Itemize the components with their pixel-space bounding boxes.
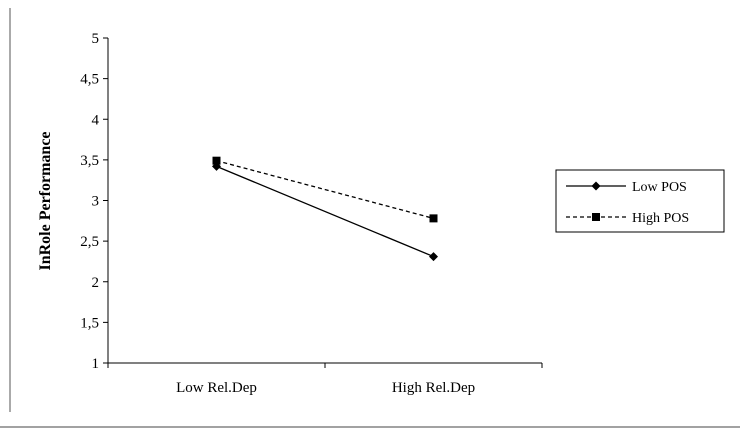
x-tick-label: Low Rel.Dep: [176, 380, 257, 396]
y-tick-group: 1 1,5 2 2,5 3 3,5 4 4,5 5: [80, 31, 108, 372]
y-tick-label: 4,5: [80, 72, 99, 88]
y-tick-label: 1,5: [80, 315, 99, 331]
data-point-high-pos: [212, 156, 221, 165]
data-point-high-pos: [429, 214, 438, 223]
y-tick-label: 3,5: [80, 153, 99, 169]
legend-label: Low POS: [632, 180, 687, 195]
y-tick-label: 2: [92, 275, 100, 291]
y-tick-label: 1: [92, 356, 100, 372]
y-axis-title: InRole Performance: [37, 131, 54, 270]
series-group: [212, 156, 438, 262]
y-tick-label: 5: [92, 31, 100, 47]
legend-label: High POS: [632, 211, 689, 226]
x-tick-label: High Rel.Dep: [392, 380, 475, 396]
data-point-low-pos: [429, 252, 438, 262]
series-line-low-pos: [216, 165, 434, 258]
legend-marker: [591, 181, 601, 191]
legend-box: [555, 169, 725, 233]
y-tick-label: 2,5: [80, 234, 99, 250]
y-tick-label: 4: [92, 112, 100, 128]
legend-items: Low POS High POS: [566, 180, 689, 226]
legend: Low POS High POS: [555, 169, 725, 233]
legend-marker: [592, 213, 600, 221]
x-tick-group: Low Rel.Dep High Rel.Dep: [107, 363, 543, 396]
y-tick-label: 3: [92, 194, 100, 210]
series-line-high-pos: [216, 160, 434, 220]
